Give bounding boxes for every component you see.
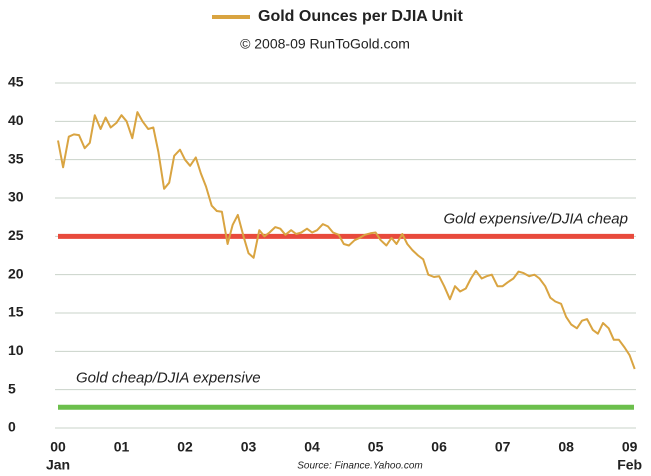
x-tick-label: 09 [622,439,638,455]
y-tick-label: 45 [8,74,24,90]
y-tick-label: 20 [8,265,24,281]
x-tick-label: 07 [495,439,511,455]
y-tick-label: 40 [8,112,24,128]
chart-title: Gold Ounces per DJIA Unit [258,8,463,25]
y-tick-label: 15 [8,304,24,320]
x-tick-label: 03 [241,439,257,455]
data-line [57,111,636,370]
reference-label: Gold cheap/DJIA expensive [76,369,261,386]
y-tick-label: 10 [8,342,24,358]
y-tick-label: 35 [8,150,24,166]
x-tick-label: 00 [50,439,66,455]
x-tick-label: 01 [114,439,130,455]
y-tick-label: 5 [8,380,16,396]
x-sublabel: Jan [46,457,70,473]
x-tick-label: 06 [431,439,447,455]
x-tick-label: 04 [304,439,320,455]
y-tick-label: 30 [8,189,24,205]
y-tick-label: 25 [8,227,24,243]
x-tick-label: 05 [368,439,384,455]
reference-label: Gold expensive/DJIA cheap [443,210,628,227]
x-tick-label: 02 [177,439,193,455]
y-tick-label: 0 [8,419,16,435]
x-tick-label: 08 [558,439,574,455]
source-note: Source: Finance.Yahoo.com [297,461,422,472]
chart-subtitle: © 2008-09 RunToGold.com [240,36,410,52]
x-sublabel: Feb [617,457,642,473]
